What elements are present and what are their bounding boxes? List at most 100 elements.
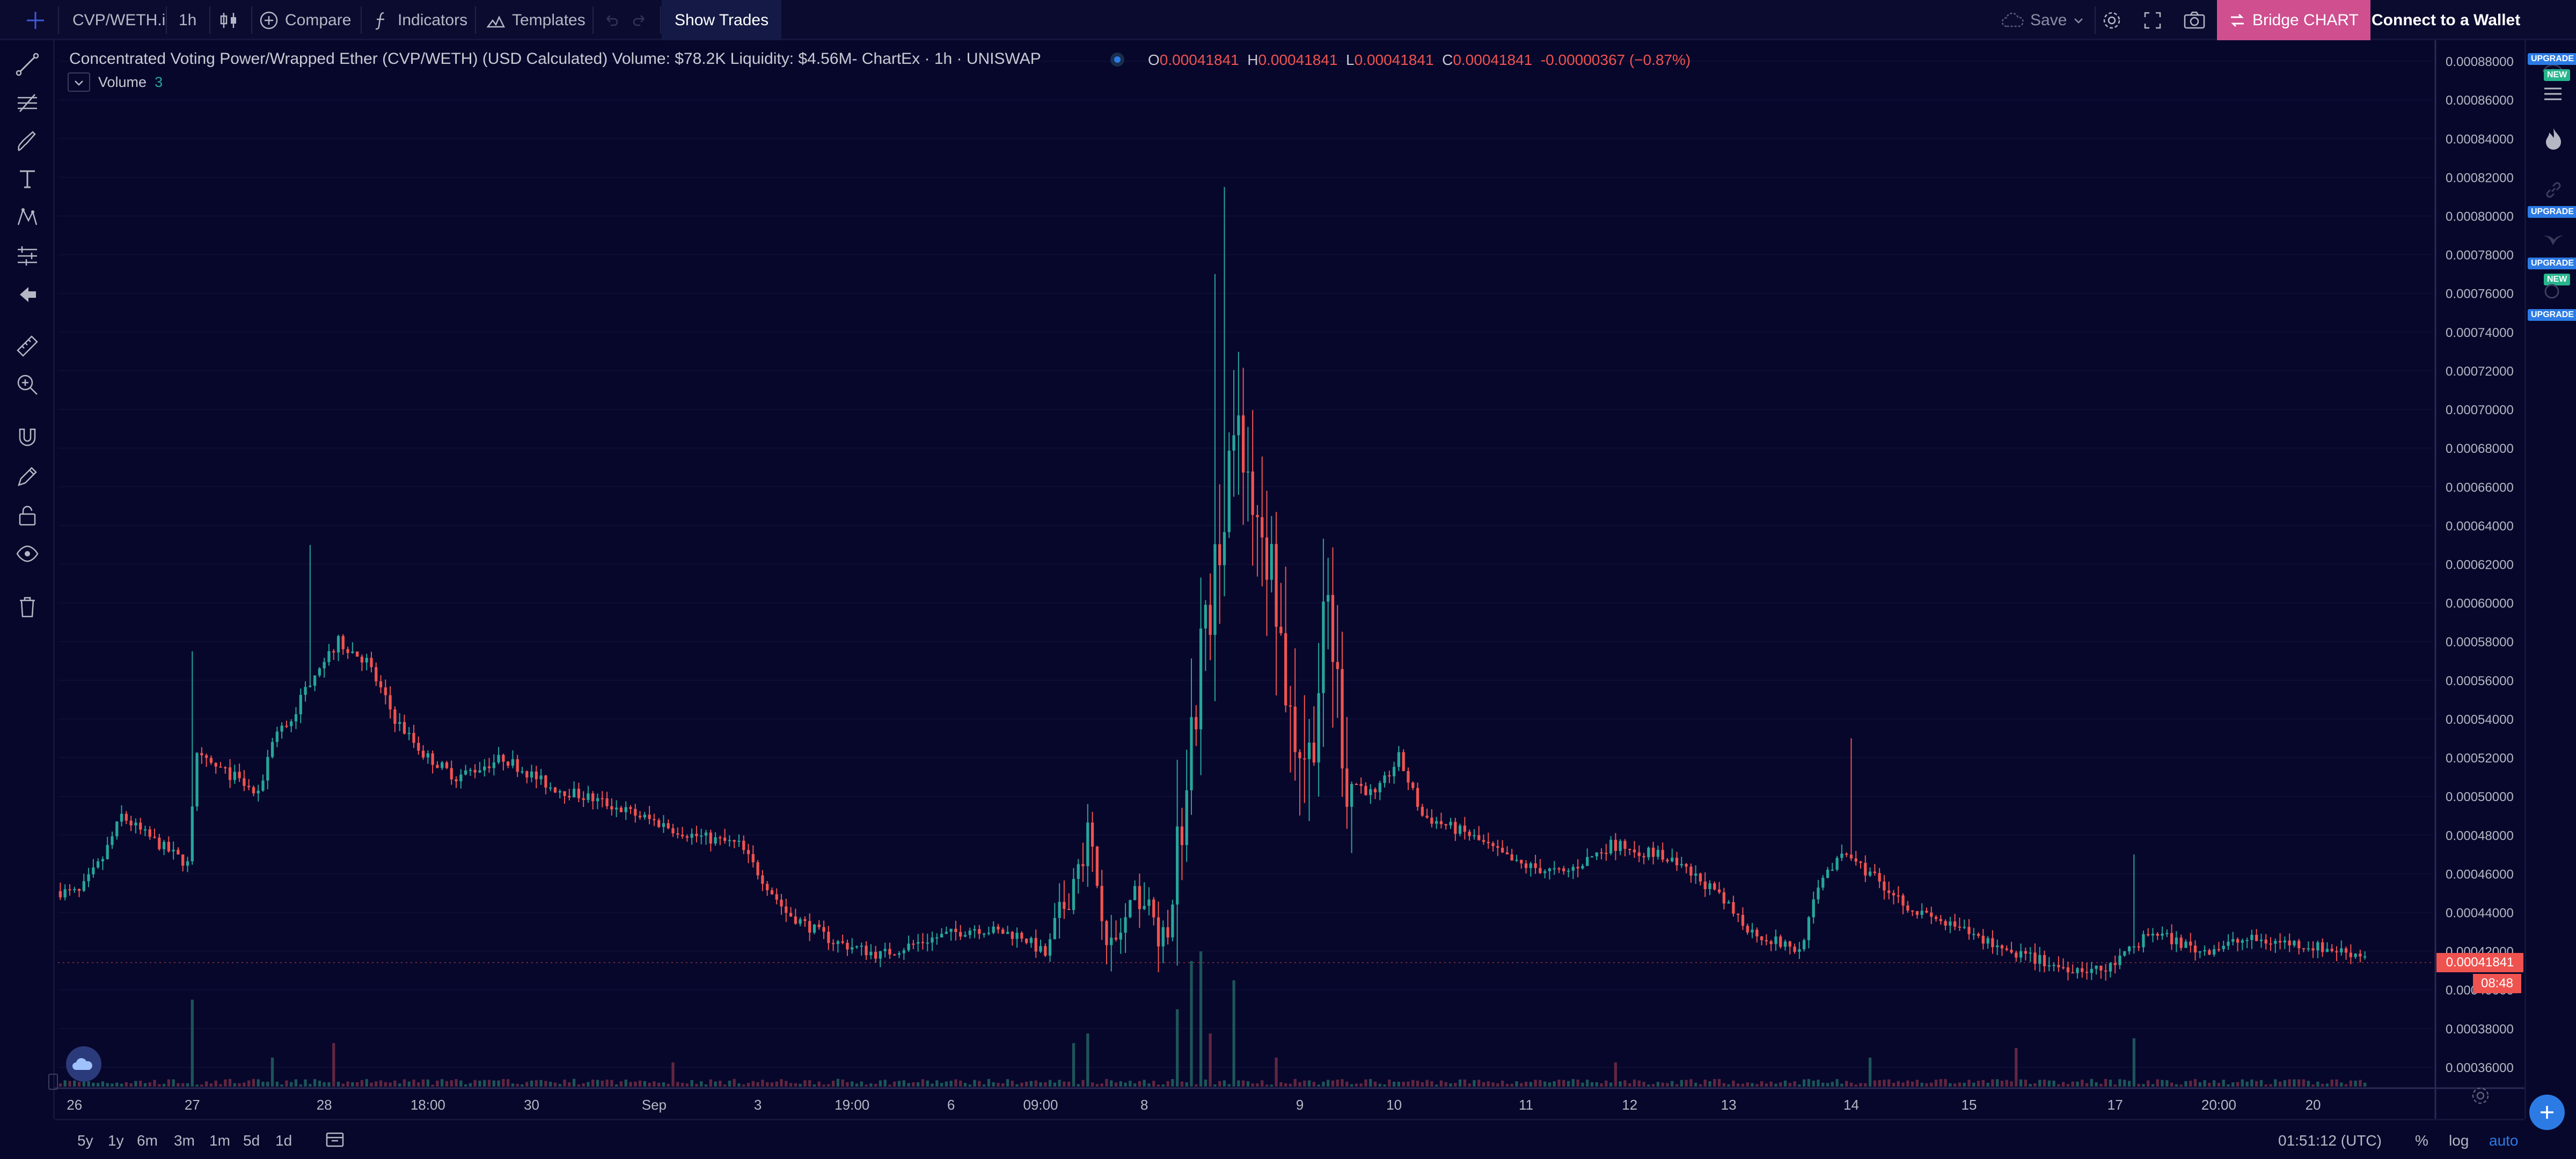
candle-body [2297,941,2301,949]
range-5d-button[interactable]: 5d [243,1132,260,1149]
chart-type-button[interactable] [219,0,238,40]
camera-icon[interactable] [2183,0,2206,40]
brush-icon[interactable] [14,129,40,155]
compare-button[interactable]: Compare [259,0,351,40]
prediction-icon[interactable] [14,243,40,269]
undo-button[interactable] [604,0,620,40]
price-tick-label: 0.00046000 [2446,867,2514,882]
candle-body [1595,852,1598,857]
volume-bar [412,1079,415,1087]
trash-icon[interactable] [14,594,40,620]
candle-body [1444,824,1447,826]
auto-toggle[interactable]: auto [2489,1132,2519,1149]
candle-body [1284,633,1287,706]
volume-bar [2359,1080,2362,1087]
volume-bar [1138,1081,1141,1087]
volume-bar [1967,1080,1971,1087]
pattern-icon[interactable] [14,204,40,230]
utc-clock[interactable]: 01:51:12 (UTC) [2278,1132,2382,1149]
candle-body [902,950,905,953]
fib-retracement-icon[interactable] [14,90,40,116]
candle-body [1067,908,1071,910]
volume-bar [261,1082,265,1087]
link-icon[interactable] [2544,180,2563,202]
volume-bar [421,1079,425,1087]
magnet-icon[interactable] [14,425,40,451]
volume-bar [723,1084,727,1087]
candle-body [97,861,100,868]
crosshair-icon[interactable] [16,0,55,40]
add-widget-plus-icon[interactable] [2529,1095,2565,1130]
upgrade-badge[interactable]: UPGRADE [2528,258,2576,269]
range-1d-button[interactable]: 1d [275,1132,292,1149]
candle-body [615,808,618,810]
candle-body [685,836,689,838]
chart-settings-gear-icon[interactable] [2470,1085,2499,1114]
interval-button[interactable]: 1h [179,11,197,29]
back-arrow-icon[interactable] [14,282,40,307]
show-trades-button[interactable]: Show Trades [662,0,782,40]
indicators-button[interactable]: Indicators [372,0,467,40]
settings-gear-icon[interactable] [2101,0,2123,40]
upgrade-badge[interactable]: UPGRADE [2528,309,2576,321]
volume-bar [2335,1079,2338,1087]
range-1m-button[interactable]: 1m [209,1132,230,1149]
volume-bar [1129,1081,1132,1087]
zoom-in-icon[interactable] [14,372,40,398]
fullscreen-icon[interactable] [2143,0,2162,40]
volume-bar [1849,1082,1853,1087]
bridge-chart-button[interactable]: Bridge CHART [2217,0,2370,40]
candle-body [1708,883,1711,890]
range-5y-button[interactable]: 5y [77,1132,93,1149]
list-icon[interactable] [2542,85,2564,107]
candle-body [808,921,811,933]
symbol-search-button[interactable]: CVP/WETH.i [72,11,166,29]
collapse-left-arrow-icon[interactable] [48,1074,58,1090]
time-tick-label: 11 [1519,1097,1533,1113]
volume-bar [1383,1084,1386,1087]
volume-bar [671,1062,675,1087]
candle-body [2259,940,2263,941]
volume-bar [1449,1083,1452,1087]
goto-date-icon[interactable] [325,1130,345,1153]
range-1y-button[interactable]: 1y [108,1132,124,1149]
log-toggle[interactable]: log [2449,1132,2469,1149]
candle-body [921,942,925,943]
candle-body [855,946,859,948]
trend-line-icon[interactable] [14,52,40,77]
collapse-legend-chevron-icon[interactable] [68,72,90,92]
volume-bar [912,1082,915,1087]
save-button[interactable]: Save [2001,0,2067,40]
candle-body [723,838,727,841]
text-tool-icon[interactable] [14,166,40,192]
volume-bar [2198,1082,2201,1087]
eye-icon[interactable] [14,541,40,567]
connect-wallet-button[interactable]: Connect to a Wallet [2372,11,2521,29]
lock-icon[interactable] [14,502,40,528]
save-menu-chevron-icon[interactable] [2072,0,2085,40]
candle-body [1722,892,1725,904]
volume-bar [1388,1080,1391,1087]
volume-bar [356,1082,359,1087]
candle-body [2038,955,2041,964]
ruler-icon[interactable] [14,333,40,359]
stay-in-drawing-icon[interactable] [14,464,40,489]
redo-button[interactable] [631,0,647,40]
volume-bar [1817,1080,1820,1087]
chart-plugin-icon[interactable] [2542,282,2562,304]
volume-bar [1543,1081,1547,1087]
volume-bar [1944,1079,1947,1087]
bird-icon[interactable] [2542,230,2565,252]
range-3m-button[interactable]: 3m [174,1132,195,1149]
upgrade-badge[interactable]: UPGRADE [2528,206,2576,218]
candle-body [1364,786,1367,795]
volume-bar [997,1083,1000,1087]
candle-body [978,929,981,934]
percent-toggle[interactable]: % [2415,1132,2428,1149]
templates-button[interactable]: Templates [486,0,586,40]
upgrade-badge[interactable]: UPGRADE [2528,53,2576,65]
candle-body [1981,936,1985,944]
flame-icon[interactable] [2544,127,2563,152]
range-6m-button[interactable]: 6m [137,1132,158,1149]
